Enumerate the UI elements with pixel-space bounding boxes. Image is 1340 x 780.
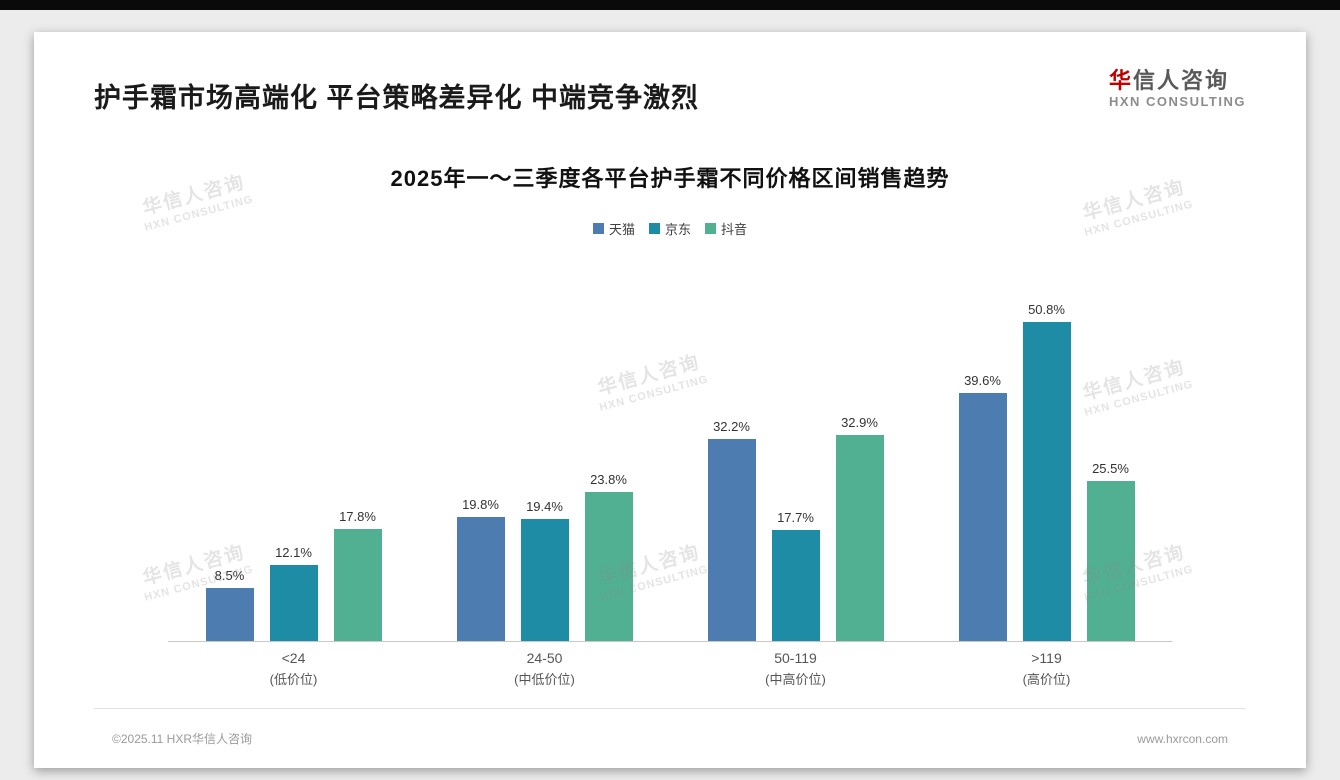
logo-cn-rest: 信人咨询 xyxy=(1132,68,1229,93)
axis-range-text: >119 xyxy=(1031,650,1062,666)
top-strip xyxy=(0,0,1340,10)
bar-chart: 8.5% 12.1% 17.8% 19.8% 19.4% 23.8% 32.2% 17.7% 3… xyxy=(168,252,1172,688)
bar-天猫 xyxy=(456,517,505,641)
bar-wrap: 23.8% xyxy=(584,472,633,641)
bar-wrap: 50.8% xyxy=(1022,302,1071,641)
bar-抖音 xyxy=(1086,481,1135,641)
bar-抖音 xyxy=(835,435,884,641)
bar-value-label: 50.8% xyxy=(1028,302,1065,317)
bar-wrap: 25.5% xyxy=(1086,461,1135,641)
axis-range-text: 24-50 xyxy=(526,650,563,666)
footer: ©2025.11 HXR华信人咨询 www.hxrcon.com xyxy=(94,708,1246,768)
bar-京东 xyxy=(1022,322,1071,641)
chart-plot-area: 8.5% 12.1% 17.8% 19.8% 19.4% 23.8% 32.2% 17.7% 3… xyxy=(168,252,1172,642)
page-title: 护手霜市场高端化 平台策略差异化 中端竞争激烈 xyxy=(94,83,700,113)
legend-label: 天猫 xyxy=(608,222,635,237)
bar-group: 19.8% 19.4% 23.8% xyxy=(419,252,670,641)
bar-天猫 xyxy=(958,393,1007,641)
legend-item-京东: 京东 xyxy=(648,219,691,238)
bar-抖音 xyxy=(333,529,382,641)
copyright-text: ©2025.11 HXR华信人咨询 xyxy=(112,732,252,746)
bar-抖音 xyxy=(584,492,633,641)
axis-tier-text: (中高价位) xyxy=(765,672,826,687)
bar-value-label: 19.8% xyxy=(462,497,499,512)
bar-天猫 xyxy=(205,588,254,641)
bar-京东 xyxy=(520,519,569,641)
legend-swatch xyxy=(592,223,604,234)
header: 护手霜市场高端化 平台策略差异化 中端竞争激烈 华信人咨询 HXN CONSUL… xyxy=(34,32,1306,115)
axis-category-label: >119 (高价位) xyxy=(921,650,1172,688)
logo-en: HXN CONSULTING xyxy=(1108,94,1246,110)
bar-group: 8.5% 12.1% 17.8% xyxy=(168,252,419,641)
legend-item-天猫: 天猫 xyxy=(592,219,635,238)
bar-天猫 xyxy=(707,439,756,641)
chart-title: 2025年一～三季度各平台护手霜不同价格区间销售趋势 xyxy=(390,166,950,191)
bar-value-label: 25.5% xyxy=(1092,461,1129,476)
axis-range-text: <24 xyxy=(281,650,306,666)
bar-wrap: 39.6% xyxy=(958,373,1007,641)
logo: 华信人咨询 HXN CONSULTING xyxy=(1109,68,1246,110)
bar-wrap: 19.4% xyxy=(520,499,569,641)
bar-value-label: 32.2% xyxy=(713,419,750,434)
legend-label: 抖音 xyxy=(721,222,748,237)
bar-value-label: 23.8% xyxy=(590,472,627,487)
axis-category-label: <24 (低价位) xyxy=(168,650,419,688)
bar-京东 xyxy=(771,530,820,641)
axis-tier-text: (中低价位) xyxy=(514,672,575,687)
bar-group: 39.6% 50.8% 25.5% xyxy=(921,252,1172,641)
axis-tier-text: (高价位) xyxy=(1022,672,1071,687)
bar-wrap: 32.9% xyxy=(835,415,884,641)
bar-value-label: 32.9% xyxy=(841,415,878,430)
axis-range-text: 50-119 xyxy=(774,650,817,666)
logo-cn-accent: 华 xyxy=(1108,68,1133,93)
bar-京东 xyxy=(269,565,318,641)
chart-x-axis: <24 (低价位) 24-50 (中低价位) 50-119 (中高价位) >119 (高价位) xyxy=(168,650,1172,688)
bar-value-label: 19.4% xyxy=(526,499,563,514)
axis-category-label: 24-50 (中低价位) xyxy=(419,650,670,688)
axis-category-label: 50-119 (中高价位) xyxy=(670,650,921,688)
axis-tier-text: (低价位) xyxy=(269,672,318,687)
legend-item-抖音: 抖音 xyxy=(705,219,747,238)
bar-value-label: 12.1% xyxy=(275,545,312,560)
bar-wrap: 12.1% xyxy=(269,545,318,641)
legend-swatch xyxy=(648,223,660,234)
bar-value-label: 8.5% xyxy=(214,568,245,583)
legend-swatch xyxy=(705,223,716,234)
chart-legend: 天猫 京东 抖音 xyxy=(34,219,1306,238)
bar-wrap: 17.7% xyxy=(771,510,820,641)
logo-cn: 华信人咨询 xyxy=(1109,68,1246,93)
bar-value-label: 17.7% xyxy=(777,510,814,525)
bar-wrap: 8.5% xyxy=(205,568,254,641)
legend-label: 京东 xyxy=(664,222,691,237)
slide-card: 华信人咨询 HXN CONSULTING 华信人咨询 HXN CONSULTING 华信… xyxy=(34,32,1306,768)
bar-value-label: 39.6% xyxy=(964,373,1001,388)
bar-wrap: 17.8% xyxy=(333,509,382,641)
website-url: www.hxrcon.com xyxy=(1137,731,1228,746)
bar-group: 32.2% 17.7% 32.9% xyxy=(670,252,921,641)
bar-wrap: 32.2% xyxy=(707,419,756,641)
bar-value-label: 17.8% xyxy=(339,509,376,524)
bar-wrap: 19.8% xyxy=(456,497,505,641)
